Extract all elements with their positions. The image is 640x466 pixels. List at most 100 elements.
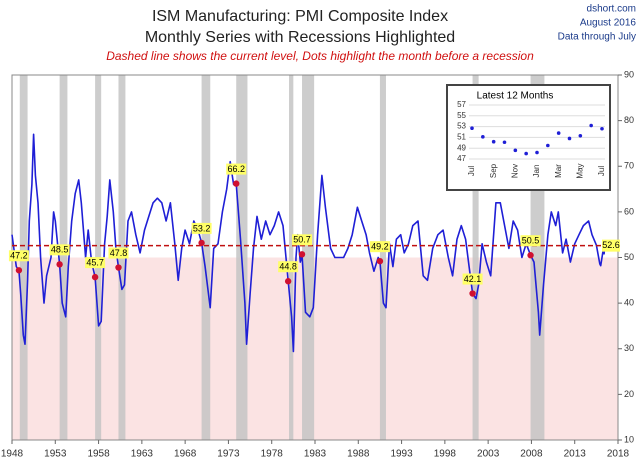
inset-x-tick-label: Jul [597, 166, 606, 176]
recession-label-bg [108, 247, 129, 259]
chart-subtitle: Monthly Series with Recessions Highlight… [145, 29, 455, 46]
inset-x-tick-label: Jan [532, 165, 541, 178]
x-tick-label: 1973 [217, 449, 240, 460]
inset-y-tick-label: 55 [457, 111, 466, 120]
recession-band [289, 75, 294, 440]
y-tick-label: 20 [624, 389, 634, 399]
recession-band [472, 75, 479, 440]
inset-dot [556, 131, 561, 135]
recession-label: 45.7 [86, 257, 104, 267]
recession-dot [56, 261, 63, 268]
y-tick-label: 60 [624, 206, 634, 216]
inset-dot [600, 126, 604, 131]
date: August 2016 [580, 18, 637, 29]
inset-y-tick-label: 51 [457, 133, 466, 142]
inset-x-tick-label: Mar [554, 164, 563, 178]
x-tick-label: 1993 [390, 449, 413, 460]
inset-dot [578, 133, 583, 138]
recession-label: 53.2 [193, 223, 211, 233]
x-tick-label: 1958 [87, 449, 110, 460]
x-tick-label: 1968 [174, 449, 197, 460]
x-tick-label: 1948 [1, 449, 24, 460]
inset-y-tick-label: 57 [457, 100, 466, 109]
recession-dot [376, 257, 384, 265]
chart-note: Dashed line shows the current level, Dot… [106, 49, 534, 63]
recession-dot [91, 273, 99, 281]
inset-dot [470, 126, 474, 131]
inset-dot [546, 143, 550, 148]
recession-label: 48.5 [51, 245, 69, 255]
recession-label-bg [226, 163, 247, 175]
recession-label-bg [520, 235, 541, 247]
inset-y-tick-label: 47 [457, 154, 466, 163]
recession-dot [469, 290, 476, 297]
recession-dot [233, 180, 240, 187]
recession-band [201, 75, 211, 440]
recession-dot [115, 264, 122, 271]
current-level-label: 52.6 [602, 240, 620, 250]
recession-label: 47.8 [110, 248, 128, 258]
inset-dot [524, 151, 528, 156]
recession-dot [527, 252, 534, 259]
inset-dot [589, 123, 593, 128]
recession-label: 44.8 [279, 262, 297, 272]
recession-label-bg [85, 257, 106, 269]
inset-dot [491, 139, 496, 144]
recession-band [379, 75, 386, 440]
inset-dot [481, 135, 485, 139]
recession-dot [298, 251, 306, 258]
x-tick-label: 1978 [261, 449, 284, 460]
recession-label-bg [278, 261, 299, 273]
inset-title: Latest 12 Months [477, 91, 554, 102]
inset-y-tick-label: 49 [457, 143, 466, 152]
y-tick-label: 40 [624, 298, 634, 308]
y-tick-label: 30 [624, 343, 634, 353]
inset-x-tick-label: Sep [489, 163, 498, 178]
y-tick-label: 70 [624, 161, 634, 171]
pmi-line [11, 133, 607, 353]
inset-y-tick-label: 53 [457, 122, 466, 131]
recession-label: 47.2 [10, 251, 28, 261]
x-tick-label: 2008 [520, 449, 543, 460]
current-level-label-bg [602, 239, 620, 252]
recession-label: 42.1 [464, 274, 482, 284]
x-tick-label: 1988 [347, 449, 370, 460]
recession-dot [15, 267, 23, 274]
x-tick-label: 2003 [477, 449, 500, 460]
recession-label-bg [49, 244, 70, 256]
x-tick-label: 2013 [564, 449, 587, 460]
recession-label-bg [462, 273, 483, 285]
x-tick-label: 1983 [304, 449, 327, 460]
y-tick-label: 10 [624, 434, 634, 444]
source: dshort.com [587, 4, 636, 15]
chart-title: ISM Manufacturing: PMI Composite Index [152, 8, 448, 25]
recession-label-bg [191, 222, 212, 234]
recession-band [59, 75, 68, 440]
recession-label-bg [292, 234, 313, 246]
recession-label: 66.2 [227, 164, 245, 174]
x-tick-label: 2018 [607, 449, 630, 460]
recession-label-bg [369, 241, 390, 253]
inset-dot [502, 140, 507, 145]
y-tick-label: 50 [624, 252, 634, 262]
recession-dot [284, 278, 292, 285]
x-tick-label: 1953 [44, 449, 67, 460]
inset-x-tick-label: Nov [510, 164, 519, 178]
recession-dot [198, 239, 205, 247]
inset-x-tick-label: May [575, 163, 584, 178]
inset-x-tick-label: Jul [467, 166, 476, 176]
recession-label: 49.2 [371, 242, 389, 252]
inset-dot [535, 150, 539, 155]
x-tick-label: 1998 [434, 449, 457, 460]
x-tick-label: 1963 [131, 449, 154, 460]
y-tick-label: 90 [624, 69, 634, 79]
recession-label: 50.7 [293, 235, 311, 245]
recession-band [302, 75, 315, 440]
recession-label: 50.5 [522, 236, 540, 246]
recession-label-bg [8, 250, 29, 262]
y-tick-label: 80 [624, 115, 634, 125]
inset-dot [513, 148, 518, 153]
inset-dot [567, 136, 572, 141]
data-through: Data through July [558, 32, 636, 43]
